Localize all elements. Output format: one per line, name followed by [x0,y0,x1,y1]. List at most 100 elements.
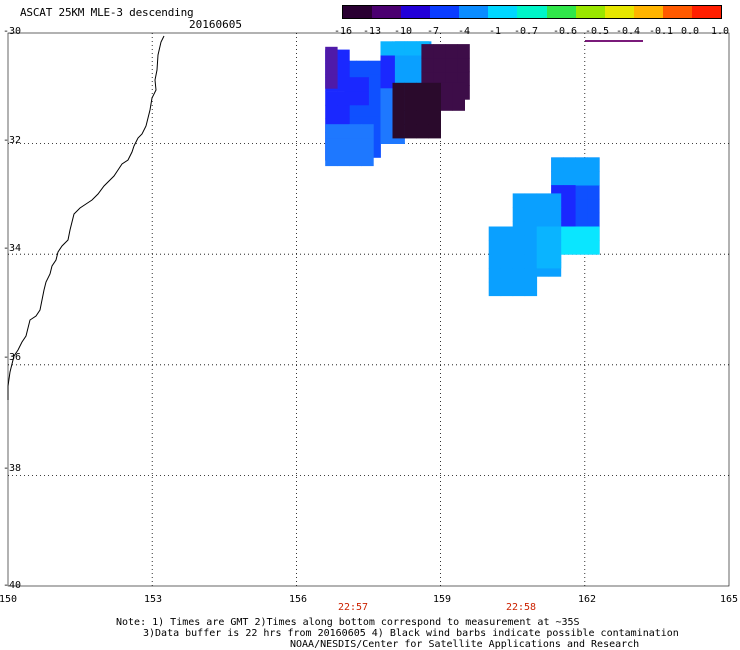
swath-cell [380,129,393,144]
swath-cell [325,60,338,75]
colorbar-segment [517,6,547,18]
swath-cell [428,82,441,97]
swath-cell [337,138,350,153]
swath-cell [380,116,393,131]
swath-cell [500,281,514,297]
lon-label-156: 156 [288,594,308,605]
swath-cell [575,198,588,214]
swath-cell [524,221,538,236]
swath-cell [421,71,434,86]
swath-cell [392,124,405,139]
swath-cell [587,240,600,255]
swath-cell [433,57,446,73]
colorbar-segment [343,6,373,18]
swath-cell [349,138,362,153]
colorbar-segment [372,6,402,18]
colorbar-label: -0.6 [552,26,578,37]
swath-cell [404,96,417,111]
swath-cell [524,193,538,208]
colorbar-segment [546,6,576,18]
swath-cell [361,124,374,139]
colorbar-label: -7 [426,26,440,37]
swath-cell [536,240,550,255]
swath-cell [563,171,576,186]
swath-cell [416,96,429,111]
swath-cell [548,254,562,269]
swath-cell [575,171,588,186]
swath-cell [512,193,526,208]
swath-cell [440,96,453,111]
swath-cell [361,151,374,167]
colorbar-label: -10 [393,26,413,37]
swath-cell [368,74,381,89]
swath-cell [428,96,441,111]
swath-cell [407,68,420,84]
swath-cell [587,185,600,200]
swath-cell [563,185,576,200]
time-label-1: 22:57 [337,602,369,613]
swath-cell [563,157,576,172]
colorbar-segment [691,6,722,18]
colorbar-segment [662,6,692,18]
swath-cell [380,60,393,75]
swath-cell [488,281,502,297]
lon-label-150: 150 [0,594,18,605]
swath-cell [325,91,338,106]
swath-cell [337,49,350,64]
lon-label-159: 159 [432,594,452,605]
swath-cell [337,104,350,120]
swath-cell [394,68,408,84]
swath-cell [380,74,393,89]
colorbar-segment [401,6,431,18]
colorbar-label: -1 [488,26,502,37]
swath-cell [337,63,350,78]
swath-cell [380,41,393,56]
swath-cell [500,240,514,255]
swath-cell [368,102,381,117]
map-title: ASCAT 25KM MLE-3 descending [20,6,194,19]
colorbar-labels: -16 -13 -10 -7 -4 -1 -0.7 -0.6 -0.5 -0.4 -0.1 0.0 1.… [0,26,740,40]
time-label-2: 22:58 [505,602,537,613]
note-line-1: Note: 1) Times are GMT 2)Times along bot… [116,617,580,628]
swath-cell [356,91,369,106]
swath-cell [394,55,408,70]
lat-label-40: -40 [3,580,22,591]
swath-cell [356,77,369,92]
swath-cell [344,91,357,106]
swath-cell [368,88,381,103]
swath-cell [587,226,600,241]
map-frame [7,32,730,587]
swath-cell [325,151,338,167]
swath-cell [380,102,393,117]
swath-cell [380,88,393,103]
swath-cell [575,157,588,172]
swath-cell [416,124,429,139]
swath-cell [421,44,434,59]
swath-cell [433,44,446,59]
swath-cell [325,138,338,153]
swath-cell [524,281,538,297]
swath-cell [500,254,514,269]
swath-cell [404,82,417,97]
swath-cell [421,57,434,73]
note-line-2: 3)Data buffer is 22 hrs from 20160605 4)… [143,628,679,639]
swath-cell [428,110,441,125]
colorbar-label: -13 [362,26,382,37]
swath-cell [512,281,526,297]
swath-cell [575,226,588,241]
lon-label-162: 162 [577,594,597,605]
swath-cell [416,82,429,97]
swath-cell [368,60,381,75]
colorbar-label: -0.7 [513,26,539,37]
swath-cell [407,55,420,70]
swath-cell [325,46,338,61]
swath-cell [361,138,374,153]
swath-cell [563,212,576,227]
swath-cell [563,240,576,255]
colorbar-label: -0.4 [615,26,641,37]
swath-cell [488,268,502,283]
lon-label-153: 153 [143,594,163,605]
swath-cell [457,44,470,59]
colorbar-segment [488,6,518,18]
